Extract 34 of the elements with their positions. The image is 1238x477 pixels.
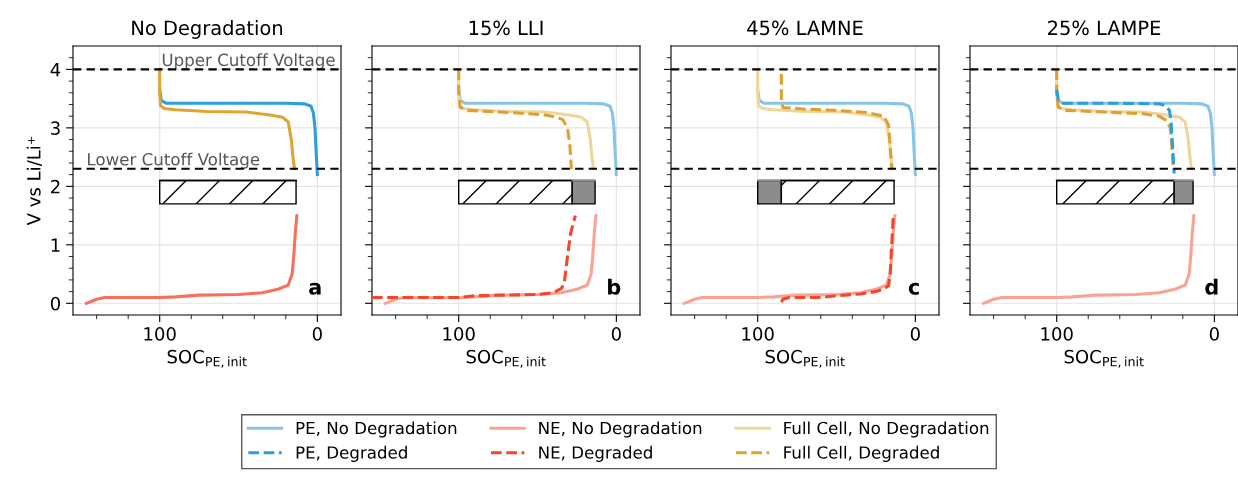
x-tick-label: 0 — [910, 327, 920, 341]
legend-label: Full Cell, Degraded — [784, 445, 939, 462]
chart-title: 25% LAMPE — [1048, 20, 1161, 36]
annotation: d — [1205, 278, 1218, 295]
legend-label: NE, No Degradation — [539, 421, 702, 438]
x-axis-title: SOC$_{PE,init}$ — [1064, 349, 1144, 368]
y-tick-label: 3 — [51, 121, 60, 135]
ref-line-label: Upper Cutoff Voltage — [162, 53, 335, 70]
x-tick-label: 0 — [611, 327, 621, 341]
x-tick-label: 100 — [144, 327, 176, 341]
y-tick-label: 2 — [51, 179, 60, 194]
y-axis-title: V vs Li/Li⁺ — [26, 136, 43, 226]
x-axis-title: SOC$_{PE,init}$ — [167, 349, 247, 368]
legend-label: Full Cell, No Degradation — [784, 421, 989, 438]
x-tick-label: 0 — [312, 327, 322, 341]
ref-line-label: Lower Cutoff Voltage — [88, 152, 260, 169]
x-tick-label: 100 — [742, 327, 774, 341]
chart-title: 15% LLI — [469, 20, 543, 36]
x-tick-label: 0 — [1209, 327, 1219, 341]
x-tick-label: 100 — [1041, 327, 1073, 341]
y-tick-label: 4 — [50, 63, 61, 77]
annotation: a — [309, 282, 321, 295]
annotation: b — [608, 278, 621, 295]
legend-label: PE, No Degradation — [296, 421, 457, 438]
annotation: c — [908, 282, 919, 295]
chart-title: 45% LAMNE — [747, 20, 863, 36]
y-tick-label: 1 — [51, 238, 60, 252]
chart-title: No Degradation — [132, 20, 282, 39]
y-tick-label: 0 — [50, 296, 60, 311]
legend-label: PE, Degraded — [296, 445, 407, 462]
legend-label: NE, Degraded — [539, 445, 652, 462]
x-axis-title: SOC$_{PE,init}$ — [466, 349, 546, 368]
x-axis-title: SOC$_{PE,init}$ — [765, 349, 845, 368]
x-tick-label: 100 — [443, 327, 475, 341]
